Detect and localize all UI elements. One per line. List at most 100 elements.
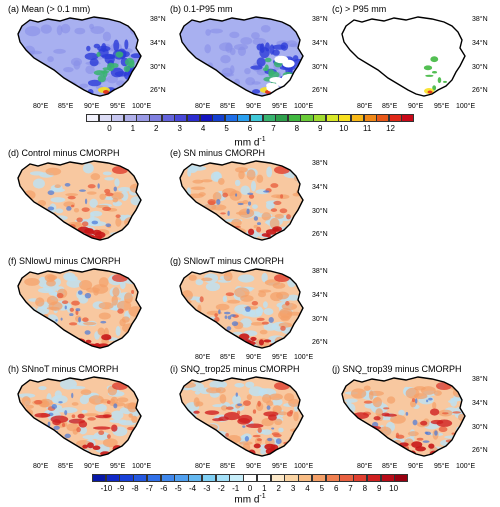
colorbar-swatch xyxy=(123,114,137,122)
lon-label: 85°E xyxy=(58,103,74,110)
lat-label: 38°N xyxy=(472,376,488,383)
colorbar-tick-label: -6 xyxy=(160,484,168,493)
lon-label: 95°E xyxy=(110,103,126,110)
colorbar-tick-label: 6 xyxy=(247,124,253,133)
lat-label: 30°N xyxy=(472,64,488,71)
lon-label: 80°E xyxy=(195,103,211,110)
colorbar-swatch xyxy=(388,114,402,122)
lon-label: 100°E xyxy=(294,103,314,110)
panel-b: (b) 0.1-P95 mm xyxy=(170,4,320,112)
colorbar-swatch xyxy=(287,114,301,122)
colorbar-swatch xyxy=(146,474,162,482)
colorbar-swatch xyxy=(224,114,238,122)
lat-label: 34°N xyxy=(472,40,488,47)
colorbar-swatch xyxy=(201,474,217,482)
colorbar-tick-label: -9 xyxy=(117,484,125,493)
colorbar-swatch xyxy=(256,474,272,482)
unit-text: mm d xyxy=(234,137,260,149)
map-field xyxy=(18,161,141,240)
colorbar-swatch xyxy=(105,474,120,482)
map-plateau xyxy=(179,268,304,349)
plateau-outline xyxy=(179,16,304,97)
plateau-outline xyxy=(17,268,142,349)
colorbar-swatch xyxy=(229,474,244,482)
map-plateau xyxy=(17,160,142,241)
lon-label: 90°E xyxy=(84,103,100,110)
colorbar-swatch xyxy=(215,474,230,482)
lat-label: 30°N xyxy=(312,208,328,215)
map-plateau xyxy=(341,376,466,457)
lon-label: 95°E xyxy=(272,354,288,361)
colorbar-swatch xyxy=(376,114,390,122)
colorbar-swatch xyxy=(243,474,258,482)
lat-label: 26°N xyxy=(472,87,488,94)
colorbar-swatch xyxy=(174,474,189,482)
lon-label: 100°E xyxy=(294,354,314,361)
colorbar-tick-label: 8 xyxy=(294,124,300,133)
lon-label: 95°E xyxy=(272,103,288,110)
lat-label: 34°N xyxy=(312,184,328,191)
colorbar-swatch xyxy=(149,114,163,122)
colorbar-swatch xyxy=(300,114,314,122)
colorbar-bottom-unit: mm d-1 xyxy=(234,493,265,505)
lat-label: 34°N xyxy=(312,40,328,47)
colorbar-tick-label: 5 xyxy=(319,484,325,493)
map-plateau xyxy=(179,160,304,241)
map-field xyxy=(180,269,303,348)
colorbar-swatch xyxy=(325,114,339,122)
map-field xyxy=(18,269,141,348)
map-field xyxy=(342,377,465,456)
lon-label: 100°E xyxy=(132,463,152,470)
map-plateau xyxy=(341,16,466,97)
lon-label: 90°E xyxy=(246,103,262,110)
map-field xyxy=(342,17,465,96)
panel-title: (f) SNlowU minus CMORPH xyxy=(8,256,121,266)
colorbar-swatch xyxy=(199,114,213,122)
colorbar-tick-label: 8 xyxy=(362,484,368,493)
lon-label: 85°E xyxy=(220,354,236,361)
colorbar-swatch xyxy=(363,114,377,122)
lat-label: 34°N xyxy=(312,292,328,299)
plateau-outline xyxy=(179,268,304,349)
lat-label: 38°N xyxy=(150,16,166,23)
lat-label: 38°N xyxy=(312,160,328,167)
colorbar-tick-label: -8 xyxy=(131,484,139,493)
colorbar-tick-label: 4 xyxy=(305,484,310,493)
panel-e: (e) SN minus CMORPH xyxy=(170,148,330,256)
lon-label: 85°E xyxy=(220,463,236,470)
colorbar-swatch xyxy=(174,114,188,122)
colorbar-swatch xyxy=(338,114,352,122)
colorbar-swatch xyxy=(311,474,327,482)
lat-label: 26°N xyxy=(312,231,328,238)
colorbar-swatch xyxy=(161,114,175,122)
lon-label: 90°E xyxy=(408,103,424,110)
lat-label: 26°N xyxy=(472,447,488,454)
panel-a: (a) Mean (> 0.1 mm) xyxy=(8,4,158,112)
colorbar-tick-label: 9 xyxy=(377,484,382,493)
colorbar-tick-label: -5 xyxy=(174,484,182,493)
lat-label: 34°N xyxy=(150,40,166,47)
lon-label: 95°E xyxy=(434,463,450,470)
lat-label: 30°N xyxy=(312,316,328,323)
plateau-outline xyxy=(179,160,304,241)
colorbar-swatch xyxy=(237,114,251,122)
colorbar-tick-label: -10 xyxy=(100,484,113,493)
lat-label: 30°N xyxy=(312,64,328,71)
lon-label: 100°E xyxy=(294,463,314,470)
lon-label: 100°E xyxy=(456,103,476,110)
colorbar-tick-label: -2 xyxy=(217,484,225,493)
map-plateau xyxy=(179,16,304,97)
colorbar-swatch xyxy=(270,474,285,482)
colorbar-tick-label: 2 xyxy=(154,124,159,133)
colorbar-tick-label: 0 xyxy=(247,484,253,493)
panel-title: (b) 0.1-P95 mm xyxy=(170,4,233,14)
lat-label: 26°N xyxy=(312,339,328,346)
panel-title: (i) SNQ_trop25 minus CMORPH xyxy=(170,364,300,374)
colorbar-swatch xyxy=(119,474,134,482)
colorbar-swatch xyxy=(298,474,313,482)
map-plateau xyxy=(17,376,142,457)
colorbar-swatch xyxy=(394,474,409,482)
unit-exponent: -1 xyxy=(259,493,266,500)
colorbar-swatch xyxy=(136,114,150,122)
map-field xyxy=(18,377,141,456)
